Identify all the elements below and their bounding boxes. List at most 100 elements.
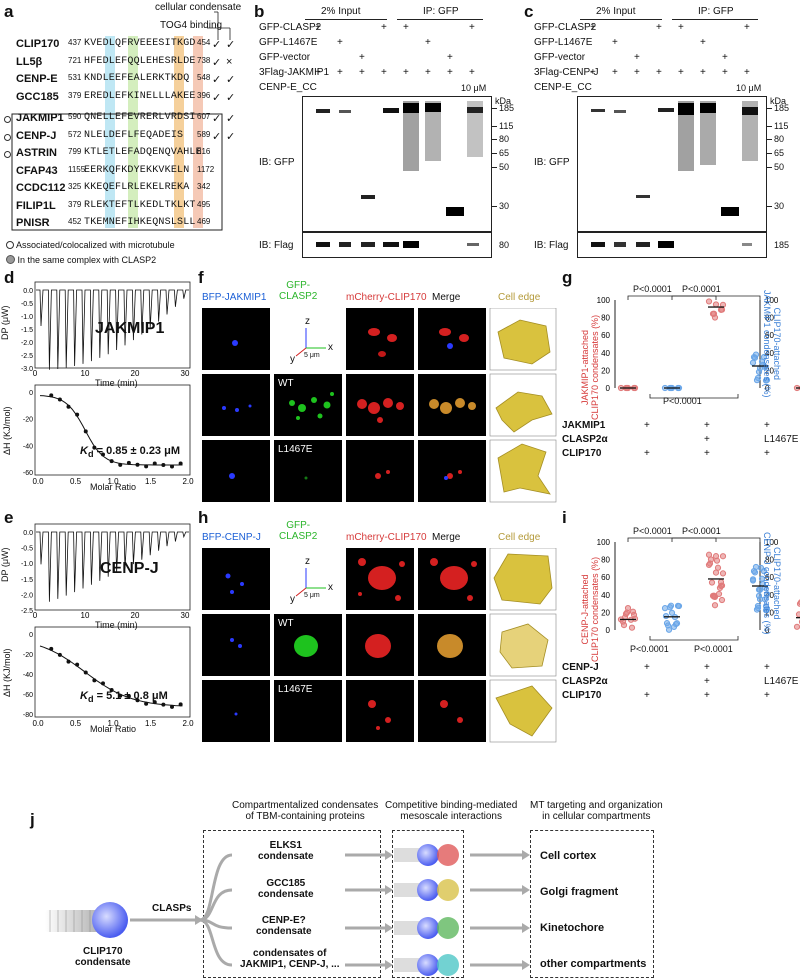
y-tick: 80 (601, 556, 610, 565)
y-tick: 80 (765, 314, 774, 323)
seq-start: 721 (68, 55, 82, 65)
itc-point (178, 702, 183, 707)
gfp-blot-bands (316, 101, 483, 216)
panel-h: BFP-CENP-J GFP- CLASP2 mCherry-CLIP170 M… (202, 512, 557, 752)
check-tog4: ✓ (226, 130, 236, 143)
seq-end: 396 (197, 90, 211, 100)
lane-sign: + (447, 67, 453, 78)
tick-y-bottom: -40 (23, 672, 33, 679)
seq-name: LL5β (16, 55, 43, 68)
itc-trace (36, 531, 189, 602)
j-target-1: Cell cortex (540, 850, 597, 862)
seq-start: 379 (68, 199, 82, 209)
flag-blot (302, 232, 492, 258)
itc-point (126, 694, 131, 699)
significance-bracket (649, 636, 739, 641)
j-cond-3: CENP-E? condensate (256, 915, 312, 937)
tick-y-top: -0.5 (21, 301, 33, 308)
y-tick: 60 (765, 331, 774, 340)
g-dotplot: 0 0 20 20 40 40 60 60 80 80 100 100 (597, 295, 800, 399)
open-circle-icon (4, 151, 11, 158)
p-bottom-left: P<0.0001 (630, 644, 669, 654)
lane-sign: + (359, 52, 365, 63)
col-merge: Merge (432, 292, 461, 303)
panel-b: 2% Input IP: GFP GFP-CLASP2 + + + + GFP-L1467… (255, 0, 520, 265)
data-point (709, 310, 717, 317)
kda-marker: 65 (499, 148, 510, 158)
kda-tick (766, 167, 772, 168)
lane-sign: + (403, 67, 409, 78)
lane-sign: + (337, 67, 343, 78)
arrowhead-icon (385, 850, 393, 860)
significance-bracket (671, 295, 761, 300)
seq-name: CFAP43 (16, 164, 58, 177)
itc-trace (36, 289, 189, 370)
seq-start: 572 (68, 129, 82, 139)
seq-name: CENP-J (16, 129, 57, 142)
y-tick: 40 (601, 591, 610, 600)
tick-y-top: 0.0 (23, 288, 33, 295)
seq-end: 816 (197, 147, 211, 156)
tick-x-top: 10 (81, 611, 90, 620)
lane-sign: + (722, 67, 728, 78)
panel-e-label: e (4, 508, 14, 527)
ip-label: IP: GFP (423, 6, 459, 17)
itc-point (126, 460, 131, 465)
data-point (674, 602, 682, 609)
data-point (719, 570, 727, 577)
col-mcherry: mCherry-CLIP170 (346, 292, 427, 303)
axis-z: z (305, 556, 310, 567)
f-image-grid (202, 308, 557, 503)
y-tick: 0 (606, 384, 611, 393)
tick-y-bottom: -60 (23, 692, 33, 699)
data-point (717, 306, 725, 313)
check-condensate: ✓ (212, 113, 222, 125)
seq-start: 452 (68, 217, 82, 226)
condition-value: + (764, 448, 770, 459)
input-rule (305, 19, 387, 20)
y-tick: 0 (606, 626, 611, 635)
check-condensate: ✓ (212, 56, 222, 69)
seq-text: NLELDEFLFEQADEIS (84, 129, 184, 141)
kda-marker: 50 (774, 162, 785, 172)
itc-point (135, 462, 140, 467)
input-label: 2% Input (596, 6, 636, 17)
kd-sub: d (87, 449, 94, 460)
clip170-condensate-icon (417, 879, 439, 901)
j-head-1: Compartmentalized condensates of TBM-con… (232, 800, 379, 822)
itc-point (57, 652, 62, 657)
tick-x-bottom: 1.5 (145, 477, 157, 486)
seq-text: HFEDLEFQQLEHESRLDE (84, 55, 196, 67)
data-point (706, 560, 714, 567)
tick-y-top: -2.5 (21, 608, 33, 615)
itc-point (92, 678, 97, 683)
itc-point (75, 662, 80, 667)
row-l1467e: L1467E (278, 444, 313, 455)
data-point (750, 353, 758, 361)
itc-point (83, 670, 88, 675)
significance-bracket (649, 394, 739, 399)
ylabel-right: CLIP170-attached CENP-J condensates (%) (762, 532, 782, 635)
conc-label: 10 μM (736, 83, 762, 93)
data-point (757, 564, 765, 572)
check-tog4: ✓ (226, 39, 236, 51)
lane-row-label: 3Flag-CENP-J (534, 67, 599, 78)
data-point (716, 584, 724, 592)
kda-marker: 115 (499, 121, 514, 131)
data-point (753, 377, 761, 384)
kda-tick (766, 153, 772, 154)
seq-end: 738 (197, 55, 211, 65)
kda-marker: 185 (499, 103, 515, 113)
kda-tick (491, 206, 497, 207)
lane-sign: + (403, 22, 409, 33)
lane-row-label: GFP-CLASP2 (259, 22, 322, 33)
lane-row-label: GFP-vector (534, 52, 586, 63)
panel-h-label: h (198, 508, 209, 527)
condition-label: CENP-J (562, 662, 599, 673)
seq-start: 325 (68, 182, 82, 191)
panel-a-graphics (11, 11, 231, 231)
col-bfp: BFP-CENP-J (202, 532, 261, 543)
tick-y-bottom: 0 (29, 632, 33, 639)
data-point (762, 603, 770, 610)
